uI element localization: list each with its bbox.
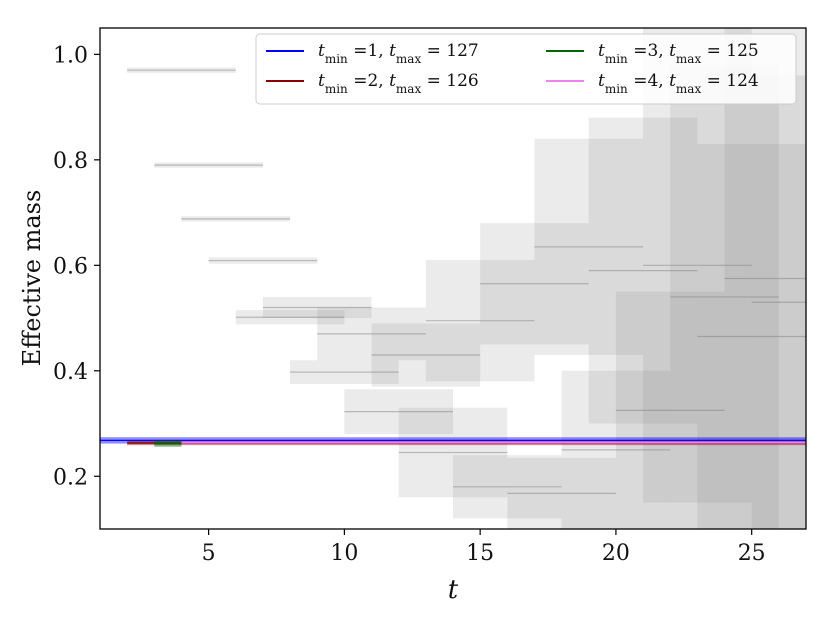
background-box <box>262 296 372 319</box>
background-box <box>724 28 806 529</box>
background-box <box>507 457 616 529</box>
background-box <box>697 144 806 529</box>
background-box <box>181 216 291 222</box>
y-tick-label: 1.0 <box>53 43 88 68</box>
background-box <box>235 310 345 325</box>
background-box <box>480 223 589 345</box>
background-box <box>561 370 671 529</box>
background-box <box>615 291 725 529</box>
background-box <box>670 64 779 529</box>
legend-entry: tmin =4, tmax = 124 <box>598 71 759 96</box>
x-tick-label: 20 <box>602 541 630 566</box>
background-boxes-layer <box>127 28 806 529</box>
background-box <box>344 389 453 435</box>
series-layer <box>100 437 806 447</box>
background-box <box>398 407 508 498</box>
legend-entry: tmin =1, tmax = 127 <box>318 41 479 66</box>
legend-entry: tmin =3, tmax = 125 <box>598 41 759 66</box>
background-box <box>127 67 236 73</box>
y-tick-label: 0.6 <box>53 254 88 279</box>
y-axis-label: Effective mass <box>18 190 46 367</box>
x-tick-label: 10 <box>330 541 358 566</box>
plot-frame <box>99 27 807 530</box>
background-box <box>290 360 399 384</box>
x-tick-label: 15 <box>466 541 494 566</box>
background-box <box>751 75 806 529</box>
x-tick-label: 5 <box>202 541 216 566</box>
legend-box <box>255 33 797 105</box>
x-axis-label: t <box>448 575 459 605</box>
y-tick-label: 0.2 <box>53 465 88 490</box>
background-box <box>208 257 318 264</box>
background-box <box>154 162 263 168</box>
background-box <box>643 28 752 503</box>
y-tick-label: 0.4 <box>53 360 88 385</box>
background-box <box>317 307 426 361</box>
background-box <box>534 138 644 355</box>
background-box <box>588 117 698 424</box>
y-tick-label: 0.8 <box>53 149 88 174</box>
y-axis-ticks: 0.2 0.4 0.6 0.8 1.0 <box>53 43 100 490</box>
background-box <box>371 323 481 387</box>
background-box <box>425 260 535 382</box>
legend-entry: tmin =2, tmax = 126 <box>318 71 479 96</box>
x-tick-label: 25 <box>738 541 766 566</box>
x-axis-ticks: 5 10 15 20 25 <box>202 529 766 566</box>
legend: tmin =1, tmax = 127 tmin =3, tmax = 125 tm… <box>255 33 797 105</box>
background-box <box>453 455 562 519</box>
